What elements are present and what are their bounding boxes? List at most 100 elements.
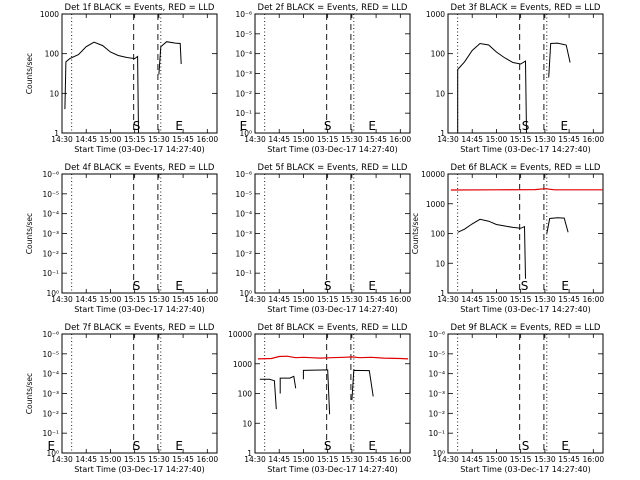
y-tick-label: 10000 <box>421 170 445 179</box>
chart-title: Det 7f BLACK = Events, RED = LLD <box>65 323 215 333</box>
x-tick-label: 14:45 <box>461 295 483 304</box>
x-tick-label: 15:30 <box>148 295 170 304</box>
end-marker: E <box>560 119 568 133</box>
y-axis-label: Counts/sec <box>25 373 34 414</box>
x-tick-label: 15:30 <box>341 455 363 464</box>
x-tick-label: 15:30 <box>534 295 556 304</box>
y-tick-label: 10 <box>435 259 445 268</box>
x-tick-label: 15:00 <box>293 455 315 464</box>
x-tick-label: 16:00 <box>583 295 605 304</box>
x-tick-label: 14:45 <box>268 455 290 464</box>
chart-panel-2: Det 2f BLACK = Events, RED = LLD 14:30 14:… <box>235 3 411 154</box>
end-marker: E <box>240 119 248 133</box>
events-series-line <box>351 369 374 401</box>
chart-title: Det 1f BLACK = Events, RED = LLD <box>65 3 215 13</box>
events-series-line <box>158 41 182 75</box>
y-tick-label: 100 <box>431 230 446 239</box>
y-axis-label: Counts/sec <box>411 213 420 254</box>
x-tick-label: 15:45 <box>365 135 387 144</box>
y-tick-label: 100 <box>431 50 446 59</box>
events-series-line <box>548 42 571 78</box>
chart-title: Det 4f BLACK = Events, RED = LLD <box>65 163 215 173</box>
y-tick-label: 10⁰ <box>46 449 59 458</box>
x-tick-label: 15:45 <box>172 455 194 464</box>
y-tick-label: 10⁻⁴ <box>235 50 252 59</box>
end-marker: E <box>368 439 376 453</box>
chart-title: Det 2f BLACK = Events, RED = LLD <box>258 3 408 13</box>
chart-title: Det 6f BLACK = Events, RED = LLD <box>451 163 601 173</box>
y-tick-label: 10⁻¹ <box>235 109 252 118</box>
y-tick-label: 10⁻¹ <box>235 269 252 278</box>
chart-title: Det 5f BLACK = Events, RED = LLD <box>258 163 408 173</box>
y-axis-label: Counts/sec <box>25 213 34 254</box>
y-tick-label: 10⁻² <box>42 409 59 418</box>
y-tick-label: 10⁻⁵ <box>235 190 252 199</box>
x-axis-label: Start Time (03-Dec-17 14:27:40) <box>267 305 398 314</box>
chart-title: Det 3f BLACK = Events, RED = LLD <box>451 3 601 13</box>
y-tick-label: 10⁻⁶ <box>42 330 59 339</box>
start-marker: S <box>522 119 530 133</box>
x-tick-label: 15:30 <box>148 135 170 144</box>
y-tick-label: 10⁻¹ <box>42 429 59 438</box>
x-axis-label: Start Time (03-Dec-17 14:27:40) <box>267 145 398 154</box>
x-tick-label: 14:45 <box>268 295 290 304</box>
end-marker: E <box>175 279 183 293</box>
x-tick-label: 14:30 <box>437 135 459 144</box>
x-tick-label: 14:30 <box>51 135 73 144</box>
start-marker: S <box>324 279 332 293</box>
chart-panel-9: Det 9f BLACK = Events, RED = LLD 14:30 14:… <box>428 323 604 474</box>
plot-frame <box>61 173 218 294</box>
x-tick-label: 15:00 <box>100 455 122 464</box>
y-axis-label: Counts/sec <box>25 53 34 94</box>
x-tick-label: 14:45 <box>461 135 483 144</box>
x-tick-label: 14:45 <box>75 455 97 464</box>
x-tick-label: 15:45 <box>172 295 194 304</box>
x-tick-label: 15:15 <box>510 295 532 304</box>
x-axis-label: Start Time (03-Dec-17 14:27:40) <box>460 305 591 314</box>
y-tick-label: 10 <box>242 419 252 428</box>
y-tick-label: 10⁰ <box>239 289 252 298</box>
x-tick-label: 14:45 <box>268 135 290 144</box>
plot-frame <box>254 333 411 454</box>
y-tick-label: 10⁻³ <box>42 230 59 239</box>
y-tick-label: 10⁻⁵ <box>428 350 445 359</box>
y-tick-label: 1000 <box>426 200 445 209</box>
x-tick-label: 16:00 <box>197 455 219 464</box>
events-series-line <box>64 41 139 134</box>
x-tick-label: 14:45 <box>75 295 97 304</box>
events-series-line <box>279 375 297 394</box>
x-tick-label: 15:45 <box>558 135 580 144</box>
x-tick-label: 14:45 <box>75 135 97 144</box>
y-tick-label: 1 <box>54 129 59 138</box>
plot-frame <box>447 333 604 454</box>
x-axis-label: Start Time (03-Dec-17 14:27:40) <box>460 465 591 474</box>
x-tick-label: 16:00 <box>197 135 219 144</box>
start-marker: S <box>521 279 529 293</box>
x-tick-label: 15:45 <box>172 135 194 144</box>
events-series-line <box>457 218 526 279</box>
x-tick-label: 15:45 <box>365 455 387 464</box>
x-tick-label: 16:00 <box>197 295 219 304</box>
x-axis-label: Start Time (03-Dec-17 14:27:40) <box>267 465 398 474</box>
x-tick-label: 15:15 <box>510 135 532 144</box>
y-tick-label: 10000 <box>228 330 252 339</box>
y-tick-label: 10⁻³ <box>428 390 445 399</box>
end-marker: E <box>368 119 376 133</box>
end-marker: E <box>175 439 183 453</box>
x-tick-label: 16:00 <box>583 135 605 144</box>
chart-panel-6: Det 6f BLACK = Events, RED = LLD 14:30 14:… <box>411 163 604 314</box>
y-tick-label: 10⁻⁵ <box>235 30 252 39</box>
y-tick-label: 10⁻⁴ <box>428 370 445 379</box>
x-tick-label: 14:30 <box>437 455 459 464</box>
x-tick-label: 15:30 <box>148 455 170 464</box>
x-tick-label: 16:00 <box>390 135 412 144</box>
x-tick-label: 15:00 <box>293 295 315 304</box>
start-marker: S <box>133 279 141 293</box>
y-tick-label: 1000 <box>426 10 445 19</box>
y-tick-label: 1 <box>247 449 252 458</box>
plot-frame <box>61 333 218 454</box>
x-tick-label: 15:00 <box>486 135 508 144</box>
start-marker: S <box>133 119 141 133</box>
y-tick-label: 10⁻⁶ <box>235 10 252 19</box>
